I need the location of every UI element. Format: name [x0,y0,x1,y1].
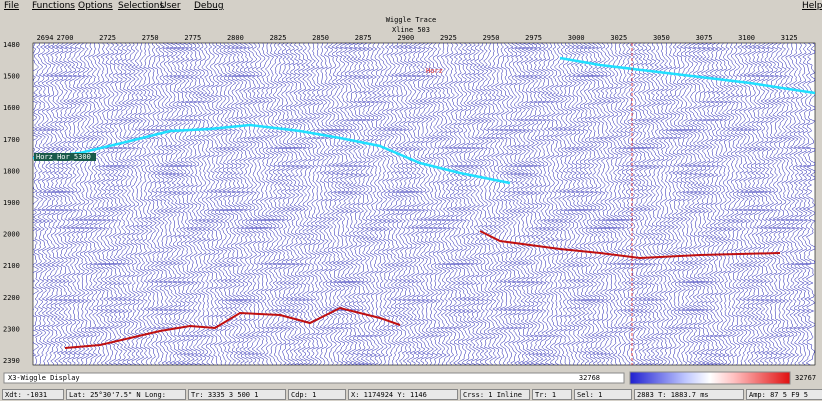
x-axis-label: 2825 [270,34,287,42]
status-cell: 2883 T: 1883.7 ms [634,389,744,400]
status-cell: Crss: 1 Inline [460,389,530,400]
app-window: File FunctionsOptions SelectionsUser Debug H… [0,0,822,401]
y-axis-label: 1480 [3,41,20,49]
x-axis-label: 2694 [37,34,54,42]
y-axis-label: 1700 [3,136,20,144]
x-axis-label: 3050 [653,34,670,42]
color-bar [630,372,790,384]
x-axis-label: 2975 [525,34,542,42]
x-axis-label: 2900 [397,34,414,42]
status-cell: X: 1174924 Y: 1146 [348,389,458,400]
plot-area [33,43,815,365]
y-axis-label: 1800 [3,167,20,175]
y-axis-label: 2100 [3,262,20,270]
menu-item[interactable]: Help [802,1,822,11]
x-axis-label: 2875 [355,34,372,42]
status-cell: Amp: 87 5 F9 5 [746,389,822,400]
status-cell: Tr: 1 [532,389,572,400]
window-title: Wiggle Trace [386,16,437,24]
x-axis-label: 2775 [184,34,201,42]
y-axis-label: 1900 [3,199,20,207]
x-axis-label: 3125 [781,34,798,42]
status-cell: Sel: 1 [574,389,632,400]
y-axis-label: 2390 [3,357,20,365]
y-axis-label: 2200 [3,294,20,302]
y-axis-label: 1500 [3,73,20,81]
marker-label: Horz [426,67,443,75]
display: Wiggle Trace Xline 503 Horz_Hor_5300 Hor… [0,13,822,401]
status-field [4,373,624,383]
x-axis-label: 2700 [57,34,74,42]
x-axis-label: 2725 [99,34,116,42]
menu-item[interactable]: Debug [194,1,224,11]
x-axis-label: 3100 [738,34,755,42]
x-axis-label: 2925 [440,34,457,42]
scale-max: 32767 [795,374,816,382]
y-axis-label: 2000 [3,231,20,239]
status-cell: Xdt: -1031 [2,389,64,400]
horizon-label: Horz_Hor_5300 [36,153,91,161]
x-axis-label: 2750 [142,34,159,42]
status-cell: Cdp: 1 [288,389,346,400]
menu-item[interactable]: User [160,1,181,11]
y-axis-label: 2300 [3,325,20,333]
menu-item[interactable]: Options [78,1,113,11]
x-axis-label: 3075 [696,34,713,42]
y-axis-label: 1600 [3,104,20,112]
x-axis-label: 2800 [227,34,244,42]
menu-item[interactable]: Functions [32,1,75,11]
status-cell: Lat: 25°30'7.5" N Long: [66,389,186,400]
status-cell: Tr: 3335 3 500 1 [188,389,286,400]
x-axis-label: 2950 [483,34,500,42]
x-axis-label: 3025 [610,34,627,42]
x-axis-label: 2850 [312,34,329,42]
menu-item[interactable]: Selections [118,1,164,11]
window-subtitle: Xline 503 [392,26,430,34]
scale-min: 32768 [579,374,600,382]
menu-item[interactable]: File [4,1,19,11]
x-axis-label: 3000 [568,34,585,42]
status-mode: X3-Wiggle Display [8,374,80,382]
